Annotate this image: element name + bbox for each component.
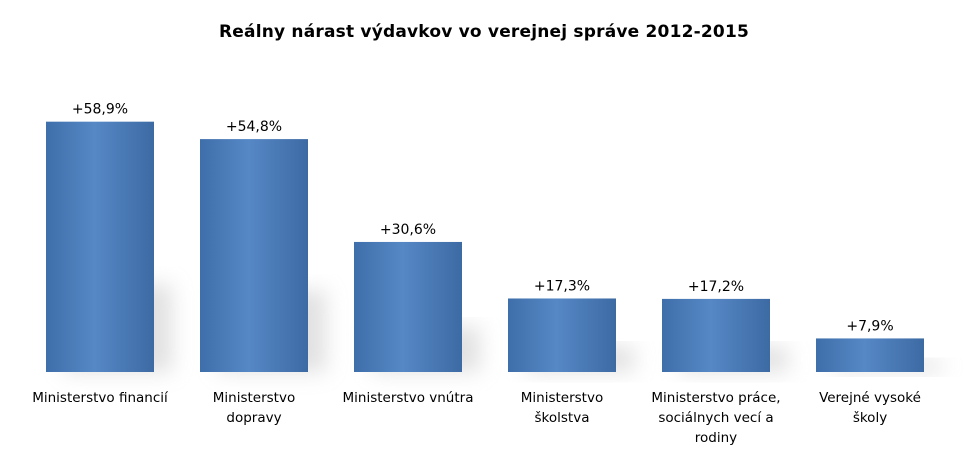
data-label: +30,6% <box>380 222 436 238</box>
data-label: +7,9% <box>846 318 893 334</box>
data-label: +17,3% <box>534 278 590 294</box>
bar <box>200 139 308 372</box>
category-label: Verejné vysoké školy <box>819 390 921 426</box>
category-label: Ministerstvo financií <box>32 390 168 406</box>
category-label: Ministerstvo vnútra <box>342 390 474 406</box>
data-label: +17,2% <box>688 279 744 295</box>
data-label: +58,9% <box>72 102 128 118</box>
chart-title: Reálny nárast výdavkov vo verejnej správ… <box>219 22 749 42</box>
category-label: Ministerstvo dopravy <box>212 390 296 426</box>
bar <box>508 298 616 372</box>
bar <box>46 121 154 372</box>
category-label: Ministerstvo školstva <box>520 390 604 426</box>
bar <box>816 338 924 372</box>
data-label: +54,8% <box>226 119 282 135</box>
bar <box>662 298 770 372</box>
category-label: Ministerstvo práce, sociálnych vecí a ro… <box>651 390 781 446</box>
bar <box>354 241 462 372</box>
